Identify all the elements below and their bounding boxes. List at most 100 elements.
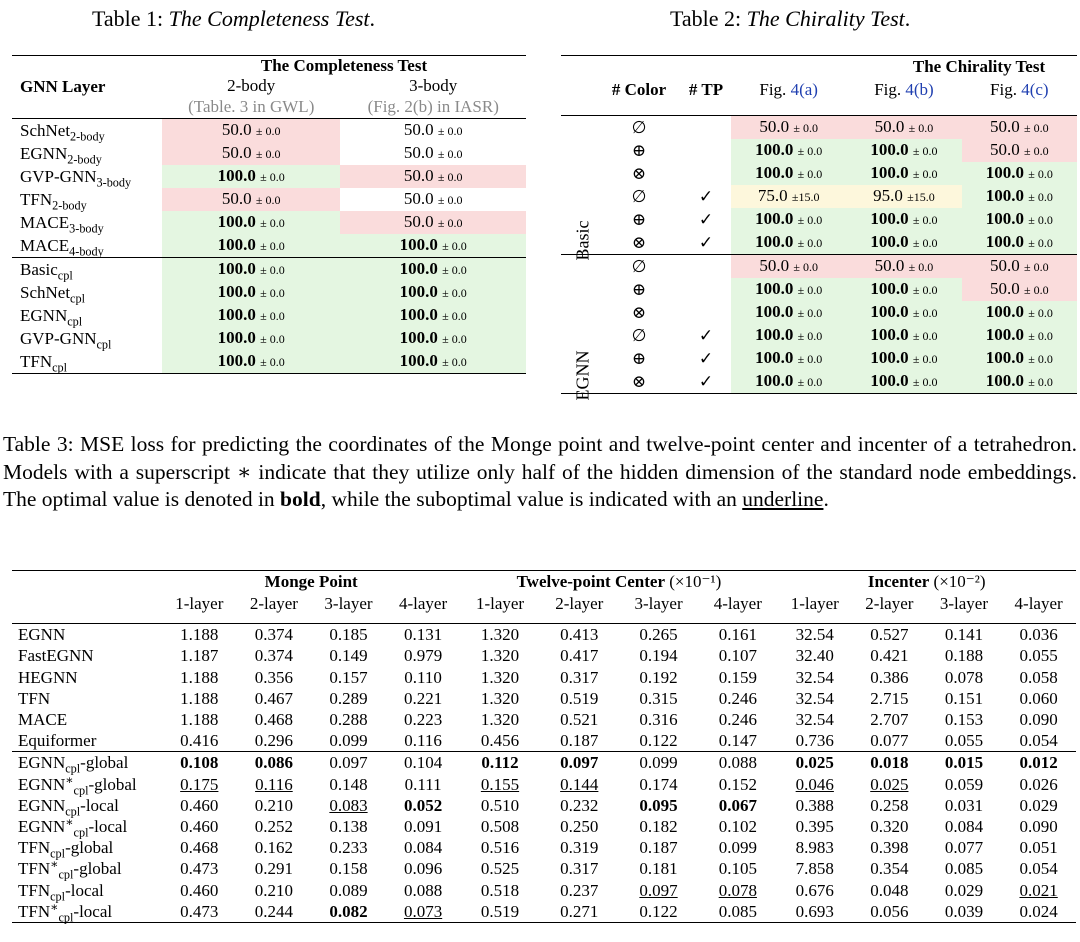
table2-col-fig-b: Fig. 4(b) xyxy=(846,78,961,102)
mse-value: 0.354 xyxy=(870,859,909,879)
table1-model-name: MACE3-body xyxy=(12,211,162,234)
score-std: ± 0.0 xyxy=(797,329,823,343)
model-name: TFN xyxy=(20,351,53,371)
score-value: 100.0 xyxy=(755,302,794,321)
table2-row: ∅ 50.0 ± 0.0 50.0 ± 0.0 50.0 ± 0.0 xyxy=(561,254,1077,278)
tp-check-icon xyxy=(681,162,731,185)
table3-caption-bold: bold xyxy=(280,487,321,511)
mse-value: 0.518 xyxy=(480,880,520,900)
table3-row: EGNN∗cpl-global 0.175 0.116 0.148 0.111 0.155… xyxy=(12,773,1076,796)
fig-prefix: Fig. xyxy=(759,79,791,99)
mse-value: 0.148 xyxy=(329,774,368,794)
table1-score-cell: 100.0 ± 0.0 xyxy=(162,304,341,327)
table1-score-cell: 100.0 ± 0.0 xyxy=(340,327,526,350)
mse-value: 0.097 xyxy=(329,753,368,773)
mse-value: 1.320 xyxy=(480,688,520,708)
score-std: ± 0.0 xyxy=(793,121,818,135)
mse-value: 0.185 xyxy=(329,625,368,645)
fig-ref-link[interactable]: 4(b) xyxy=(905,79,934,99)
table2-score-cell: 100.0 ± 0.0 xyxy=(731,347,847,370)
mse-value: 0.182 xyxy=(639,817,678,837)
model-name: Basic xyxy=(20,259,58,279)
table3-row: TFN∗cpl-global 0.473 0.291 0.158 0.096 0.525 0… xyxy=(12,858,1076,881)
model-name: TFN xyxy=(18,838,51,858)
table2-score-cell: 100.0 ± 0.0 xyxy=(961,208,1077,231)
mse-value: 0.105 xyxy=(718,859,757,879)
score-value: 50.0 xyxy=(990,256,1020,275)
score-value: 100.0 xyxy=(985,325,1025,344)
score-value: 50.0 xyxy=(874,117,905,136)
score-value: 100.0 xyxy=(985,348,1025,367)
mse-value: 0.147 xyxy=(718,731,757,751)
score-std: ± 0.0 xyxy=(793,260,818,274)
model-name: Equiformer xyxy=(18,731,97,751)
mse-value: 0.056 xyxy=(870,901,909,921)
mse-value: 0.155 xyxy=(480,774,520,794)
score-value: 50.0 xyxy=(874,256,905,275)
mse-value: 0.316 xyxy=(639,710,678,730)
mse-value: 0.073 xyxy=(403,901,443,921)
score-value: 50.0 xyxy=(990,279,1020,298)
color-symbol: ⊕ xyxy=(631,209,647,229)
score-std: ± 0.0 xyxy=(442,286,467,300)
fig-ref-link[interactable]: 4(a) xyxy=(790,79,818,99)
fig-ref-link[interactable]: 4(c) xyxy=(1021,79,1049,99)
score-value: 100.0 xyxy=(217,212,256,231)
tp-check-icon xyxy=(681,278,731,301)
score-value: 50.0 xyxy=(403,143,434,162)
mse-value: 0.158 xyxy=(329,859,368,879)
table3-caption-text-3: . xyxy=(823,487,829,511)
color-symbol: ∅ xyxy=(631,325,647,345)
table2-score-cell: 50.0 ± 0.0 xyxy=(961,254,1077,278)
mse-value: 32.40 xyxy=(795,646,834,666)
score-value: 100.0 xyxy=(399,259,438,278)
table3-model-name: FastEGNN xyxy=(12,645,162,666)
score-value: 50.0 xyxy=(221,189,252,208)
mse-value: 0.131 xyxy=(403,625,443,645)
score-std: ± 0.0 xyxy=(437,216,463,230)
score-std: ± 0.0 xyxy=(260,309,285,323)
score-std: ± 0.0 xyxy=(255,147,281,161)
model-name: FastEGNN xyxy=(18,646,94,666)
model-name: SchNet xyxy=(20,120,71,140)
mse-value: 0.246 xyxy=(718,688,757,708)
mse-value: 0.676 xyxy=(795,880,834,900)
table3-model-name: Equiformer xyxy=(12,730,162,752)
score-std: ± 0.0 xyxy=(912,375,938,389)
table2-row: ⊗ ✓ 100.0 ± 0.0 100.0 ± 0.0 100.0 ± 0.0 xyxy=(561,370,1077,394)
mse-value: 0.159 xyxy=(718,667,757,687)
table3-row: FastEGNN 1.187 0.374 0.149 0.979 1.320 0.417 0.… xyxy=(12,645,1076,666)
table3-model-name: TFNcpl-global xyxy=(12,837,162,859)
table2-score-cell: 100.0 ± 0.0 xyxy=(961,185,1077,208)
score-std: ± 0.0 xyxy=(912,306,938,320)
color-symbol: ⊗ xyxy=(631,302,647,322)
score-value: 100.0 xyxy=(870,163,909,182)
fig-prefix: Fig. xyxy=(874,79,906,99)
mse-value: 1.188 xyxy=(180,710,219,730)
table1-col-3body-ref: (Fig. 2(b) in IASR) xyxy=(367,97,499,116)
table2-score-cell: 100.0 ± 0.0 xyxy=(846,347,962,370)
score-value: 100.0 xyxy=(870,325,909,344)
model-subscript: 3-body xyxy=(69,220,104,235)
mse-value: 0.089 xyxy=(329,880,368,900)
mse-value: 1.188 xyxy=(180,688,219,708)
table1-row: TFNcpl 100.0 ± 0.0 100.0 ± 0.0 xyxy=(12,350,526,374)
layer-column-header: 3-layer xyxy=(324,593,373,613)
score-std: ± 0.0 xyxy=(1028,190,1053,204)
mse-value: 0.116 xyxy=(404,731,442,751)
model-suffix: -global xyxy=(80,753,129,773)
model-subscript: cpl xyxy=(73,825,89,840)
table1-row: MACE3-body 100.0 ± 0.0 50.0 ± 0.0 xyxy=(12,211,526,234)
mse-value: 2.707 xyxy=(870,710,909,730)
mse-value: 0.473 xyxy=(180,901,219,921)
mse-value: 0.088 xyxy=(403,880,443,900)
score-std: ± 0.0 xyxy=(908,121,934,135)
model-name: MACE xyxy=(20,212,70,232)
table1-model-name: GVP-GNN3-body xyxy=(12,165,162,188)
mse-value: 0.112 xyxy=(481,753,519,773)
table3-row: MACE 1.188 0.468 0.288 0.223 1.320 0.521 0.316 0… xyxy=(12,709,1076,730)
model-suffix: -global xyxy=(65,838,114,858)
table2-score-cell: 50.0 ± 0.0 xyxy=(961,139,1077,162)
model-subscript: cpl xyxy=(65,761,81,776)
table1-score-cell: 50.0 ± 0.0 xyxy=(340,188,526,211)
